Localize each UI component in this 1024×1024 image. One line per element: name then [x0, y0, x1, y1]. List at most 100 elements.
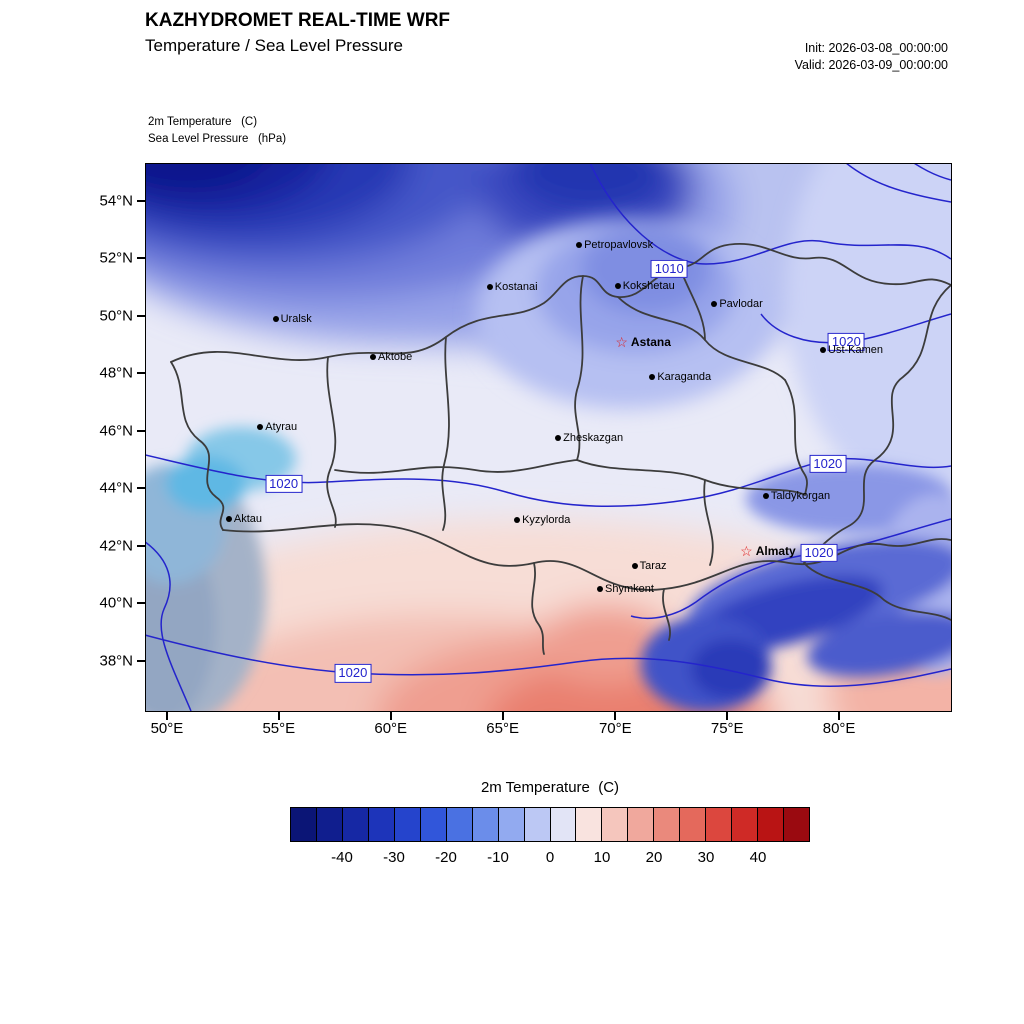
lat-axis-tick: [137, 660, 146, 663]
colorbar-segment: [550, 808, 577, 841]
lon-axis-label: 70°E: [598, 720, 632, 737]
city-label: Almaty: [755, 544, 796, 559]
lat-axis-label: 54°N: [99, 192, 133, 210]
init-time: Init: 2026-03-08_00:00:00: [804, 41, 948, 55]
lat-axis-label: 46°N: [99, 422, 133, 440]
colorbar-segment: [602, 808, 629, 841]
lat-axis-tick: [137, 257, 146, 260]
colorbar-segment: [576, 808, 603, 841]
colorbar-segment: [654, 808, 681, 841]
pressure-contour-label: 1020: [809, 454, 847, 473]
temperature-field-label: 2m Temperature (C): [148, 116, 258, 128]
colorbar-tick-label: 40: [749, 849, 767, 866]
colorbar-segment: [732, 808, 759, 841]
lon-axis-tick: [165, 711, 168, 720]
city-marker: Aktau: [225, 513, 263, 525]
city-marker: Petropavlovsk: [576, 239, 653, 251]
city-star-icon: ☆: [615, 333, 628, 350]
colorbar-segment: [420, 808, 447, 841]
colorbar-tick-label: -10: [487, 849, 509, 866]
colorbar-segment: [291, 808, 317, 841]
city-label: Kyzylorda: [522, 514, 571, 527]
city-marker: Uralsk: [272, 313, 312, 325]
city-marker: Aktobe: [370, 351, 412, 363]
lat-axis-label: 38°N: [99, 652, 133, 670]
colorbar-segment: [446, 808, 473, 841]
lat-axis-tick: [137, 602, 146, 605]
colorbar-tick-label: 0: [545, 849, 555, 866]
city-label: Astana: [630, 334, 671, 349]
city-dot-icon: [486, 284, 493, 291]
pressure-contour-label: 1020: [265, 474, 303, 494]
city-marker: Taldykorgan: [762, 490, 830, 502]
city-marker: Zheskazgan: [555, 432, 623, 444]
city-label: Aktobe: [378, 351, 413, 364]
lon-axis-label: 80°E: [822, 720, 856, 737]
city-dot-icon: [631, 563, 638, 570]
temperature-field-svg: [146, 164, 951, 711]
city-marker: Kokshetau: [614, 279, 675, 292]
pressure-field-label: Sea Level Pressure (hPa): [148, 133, 287, 146]
lon-axis-tick: [501, 711, 504, 720]
city-label: Kokshetau: [622, 279, 675, 292]
pressure-contour-label: 1020: [827, 332, 865, 351]
colorbar-segment: [316, 808, 343, 841]
map-canvas: Petropavlovsk Kostanai Kokshetau Pavlodar Ur…: [146, 164, 951, 711]
lat-axis-tick: [137, 486, 146, 489]
colorbar-segment: [628, 808, 655, 841]
lon-axis-tick: [277, 711, 280, 720]
page-subtitle: Temperature / Sea Level Pressure: [145, 36, 403, 55]
caspian-shading: [146, 427, 296, 711]
pressure-contour-label: 1020: [334, 664, 372, 683]
city-label: Taraz: [639, 560, 667, 573]
city-marker: Ust-Kamen: [820, 344, 883, 356]
colorbar-tick-label: -20: [435, 849, 457, 866]
city-dot-icon: [762, 493, 769, 500]
lon-axis-tick: [389, 711, 392, 720]
lat-axis-label: 50°N: [99, 307, 133, 325]
city-label: Petropavlovsk: [584, 238, 654, 251]
lon-axis-tick: [614, 711, 617, 720]
city-star-icon: ☆: [740, 543, 753, 560]
colorbar-block: 2m Temperature (C) -40 -30 -20 -10 0 10 20 30 40: [290, 779, 810, 868]
city-dot-icon: [272, 315, 279, 322]
city-marker: Kyzylorda: [514, 514, 570, 526]
lat-axis-label: 48°N: [99, 364, 133, 382]
lat-axis-tick: [137, 544, 146, 547]
city-marker: ☆ Almaty: [740, 544, 796, 558]
central-shading: [476, 164, 951, 494]
city-marker: Karaganda: [649, 371, 711, 383]
field-info: 2m Temperature (C) Sea Level Pressure (h…: [148, 114, 286, 149]
city-dot-icon: [614, 282, 621, 289]
lat-axis-tick: [137, 200, 146, 203]
city-dot-icon: [649, 373, 656, 380]
city-dot-icon: [711, 301, 718, 308]
colorbar-title: 2m Temperature (C): [480, 779, 620, 796]
colorbar-segment: [680, 808, 707, 841]
colorbar-tick-label: 20: [645, 849, 663, 866]
lat-axis-label: 42°N: [99, 537, 133, 555]
city-dot-icon: [225, 516, 232, 522]
colorbar-segment: [472, 808, 499, 841]
lat-axis-tick: [137, 315, 146, 318]
lon-axis-label: 60°E: [374, 720, 408, 737]
city-label: Karaganda: [657, 370, 712, 383]
colorbar-tick-label: 30: [697, 849, 715, 866]
city-dot-icon: [820, 346, 826, 353]
colorbar-segment: [784, 808, 810, 841]
city-label: Pavlodar: [719, 298, 763, 311]
colorbar-segment: [394, 808, 421, 841]
run-times: Init: 2026-03-08_00:00:00 Valid: 2026-03…: [795, 40, 948, 74]
lon-axis-label: 55°E: [262, 720, 296, 737]
colorbar-segment: [706, 808, 733, 841]
city-marker: Shymkent: [597, 583, 654, 595]
city-dot-icon: [576, 241, 583, 248]
lat-axis-label: 52°N: [99, 249, 133, 267]
colorbar-ticks: -40 -30 -20 -10 0 10 20 30 40: [290, 842, 810, 868]
city-dot-icon: [597, 586, 604, 593]
city-label: Ust-Kamen: [828, 343, 884, 356]
city-label: Aktau: [233, 513, 263, 525]
pressure-contour-label: 1020: [800, 543, 838, 563]
pressure-contour-label: 1010: [650, 259, 688, 279]
